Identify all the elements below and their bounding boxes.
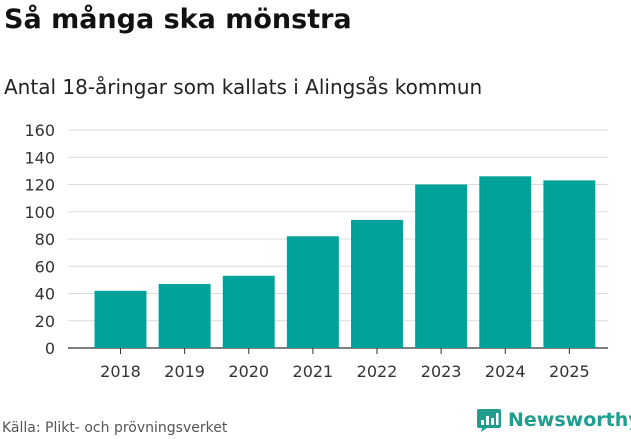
y-tick-label: 140 bbox=[24, 148, 55, 167]
x-tick-label: 2019 bbox=[164, 362, 205, 381]
y-tick-label: 0 bbox=[45, 339, 55, 358]
bars bbox=[94, 176, 596, 349]
y-tick-label: 40 bbox=[35, 285, 55, 304]
x-tick-label: 2023 bbox=[421, 362, 462, 381]
brand-logo[interactable]: Newsworthy bbox=[476, 407, 631, 433]
brand-name: Newsworthy bbox=[508, 409, 631, 431]
y-tick-label: 160 bbox=[24, 121, 55, 140]
y-axis-ticks: 0 20 40 60 80 100 120 140 160 bbox=[24, 121, 55, 358]
source-note: Källa: Plikt- och prövningsverket bbox=[2, 420, 228, 436]
x-tick-label: 2022 bbox=[357, 362, 398, 381]
bar-2025[interactable] bbox=[543, 180, 596, 348]
y-tick-label: 100 bbox=[24, 203, 55, 222]
newsworthy-logo-icon bbox=[477, 409, 501, 432]
chart-subtitle: Antal 18-åringar som kallats i Alingsås … bbox=[4, 75, 483, 99]
bar-2020[interactable] bbox=[222, 275, 275, 348]
bar-2019[interactable] bbox=[158, 283, 211, 348]
bar-2021[interactable] bbox=[286, 236, 339, 348]
y-tick-label: 60 bbox=[35, 257, 55, 276]
x-tick-label: 2025 bbox=[549, 362, 590, 381]
bar-2018[interactable] bbox=[94, 290, 147, 348]
bar-2024[interactable] bbox=[479, 176, 532, 348]
chart-title: Så många ska mönstra bbox=[4, 4, 352, 35]
y-tick-label: 120 bbox=[24, 176, 55, 195]
x-tick-label: 2020 bbox=[228, 362, 269, 381]
x-axis-ticks: 2018 2019 2020 2021 2022 2023 2024 2025 bbox=[100, 348, 590, 381]
bar-2022[interactable] bbox=[351, 219, 403, 348]
bar-2023[interactable] bbox=[415, 184, 468, 349]
x-tick-label: 2018 bbox=[100, 362, 141, 381]
y-tick-label: 20 bbox=[35, 312, 55, 331]
y-tick-label: 80 bbox=[35, 230, 55, 249]
x-tick-label: 2024 bbox=[485, 362, 526, 381]
x-tick-label: 2021 bbox=[293, 362, 334, 381]
